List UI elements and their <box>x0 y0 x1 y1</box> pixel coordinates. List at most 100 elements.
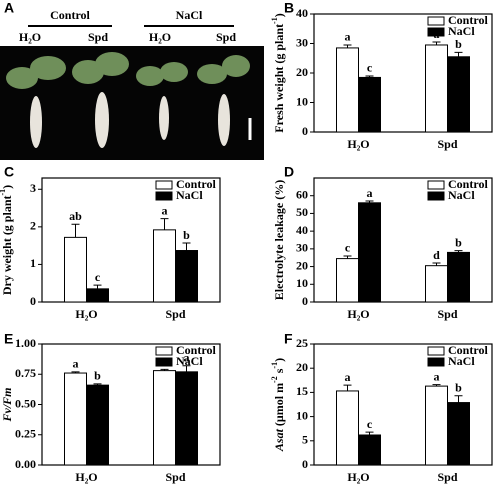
bar <box>425 385 448 466</box>
y-tick-label: 0 <box>302 294 308 308</box>
y-tick-label: 0 <box>30 294 36 308</box>
bar <box>175 250 198 303</box>
legend-label: NaCl <box>176 188 203 202</box>
significance-letter: c <box>367 417 373 431</box>
y-axis-label-part: -1 <box>270 17 279 24</box>
y-tick-label: 1.00 <box>15 336 36 350</box>
legend-swatch <box>155 191 173 201</box>
y-axis-label-part: Fresh weight (g plant <box>272 24 286 133</box>
x-tick-label: H₂O <box>75 470 97 484</box>
error-bar <box>343 255 352 259</box>
error-bar <box>365 75 374 78</box>
y-tick-label: 20 <box>296 360 308 374</box>
error-bar <box>343 44 352 48</box>
y-axis-label-part: -1 <box>0 189 7 196</box>
plot-frame <box>313 343 493 466</box>
error-bar <box>93 383 102 386</box>
significance-letter: c <box>367 61 373 75</box>
legend-label: Control <box>448 13 488 27</box>
legend-swatch <box>155 346 173 356</box>
y-tick-label: 40 <box>296 223 308 237</box>
legend-swatch <box>155 180 173 190</box>
significance-letter: b <box>183 228 190 242</box>
bar <box>425 265 448 303</box>
y-axis-label-part: Asat <box>272 428 286 452</box>
error-bar <box>71 223 80 238</box>
y-tick-label: 25 <box>296 336 308 350</box>
x-tick-label: Spd <box>165 470 185 484</box>
error-bar <box>182 365 191 372</box>
x-tick-label: Spd <box>437 137 457 151</box>
error-bar <box>365 200 374 203</box>
x-tick-label: Spd <box>437 307 457 321</box>
y-tick-label: 20 <box>296 258 308 272</box>
error-bar <box>182 242 191 251</box>
y-tick-label: 2 <box>30 219 36 233</box>
y-tick-label: 40 <box>296 6 308 20</box>
treatment-label: H₂O <box>149 30 171 44</box>
significance-letter: b <box>455 381 462 395</box>
panel-letter: B <box>284 0 294 16</box>
y-axis-label-part: -2 <box>270 376 279 383</box>
significance-letter: ab <box>69 209 82 223</box>
significance-letter: a <box>345 370 351 384</box>
legend-label: NaCl <box>448 354 475 368</box>
bar <box>358 434 381 466</box>
significance-letter: a <box>367 186 373 200</box>
error-bar <box>454 395 463 403</box>
treatment-label: Spd <box>88 30 108 44</box>
x-tick-label: H₂O <box>347 137 369 151</box>
y-axis-label-part: ) <box>272 358 286 362</box>
panel-letter: F <box>284 331 293 347</box>
panel-letter: E <box>4 331 13 347</box>
y-tick-label: 0.00 <box>15 457 36 471</box>
legend-label: Control <box>176 343 216 357</box>
significance-letter: a <box>73 357 79 371</box>
error-bar <box>454 51 463 57</box>
significance-letter: c <box>345 241 351 255</box>
error-bar <box>432 262 441 266</box>
y-axis-label: Asat (μmol m-2 s-1) <box>270 358 285 452</box>
y-tick-label: 30 <box>296 35 308 49</box>
y-tick-label: 10 <box>296 276 308 290</box>
error-bar <box>432 384 441 387</box>
y-tick-label: 3 <box>30 181 36 195</box>
y-tick-label: 1 <box>30 256 36 270</box>
significance-letter: b <box>455 235 462 249</box>
y-axis-label-part: -1 <box>270 362 279 369</box>
error-bar <box>365 431 374 435</box>
treatment-label: H₂O <box>19 30 41 44</box>
y-tick-label: 10 <box>296 94 308 108</box>
error-bar <box>93 284 102 289</box>
y-axis-label-part: Fv/Fm <box>0 387 14 422</box>
legend-swatch <box>427 357 445 367</box>
legend-label: Control <box>448 343 488 357</box>
bar <box>425 44 448 133</box>
group-label: Control <box>50 8 90 22</box>
plot-frame <box>313 177 493 303</box>
error-bar <box>160 368 169 371</box>
panel-letter: D <box>284 164 294 180</box>
bar <box>447 56 470 133</box>
y-axis-label-part: Dry weight (g plant <box>0 196 14 296</box>
y-axis-label: Fresh weight (g plant-1) <box>270 13 285 132</box>
significance-letter: d <box>433 248 440 262</box>
bar <box>86 288 109 303</box>
plot-frame <box>41 177 221 303</box>
plant-roots <box>30 92 230 148</box>
y-tick-label: 0.25 <box>15 427 36 441</box>
legend-swatch <box>427 27 445 37</box>
x-tick-label: H₂O <box>75 307 97 321</box>
y-axis-label: Dry weight (g plant-1) <box>0 185 14 295</box>
bar <box>336 47 359 133</box>
significance-letter: a <box>184 351 190 365</box>
error-bar <box>343 384 352 391</box>
significance-letter: a <box>434 369 440 383</box>
significance-letter: a <box>345 30 351 44</box>
x-tick-label: Spd <box>437 470 457 484</box>
y-axis-label-part: ) <box>0 185 14 189</box>
error-bar <box>160 218 169 230</box>
bar <box>153 229 176 303</box>
error-bar <box>454 250 463 253</box>
y-tick-label: 15 <box>296 384 308 398</box>
